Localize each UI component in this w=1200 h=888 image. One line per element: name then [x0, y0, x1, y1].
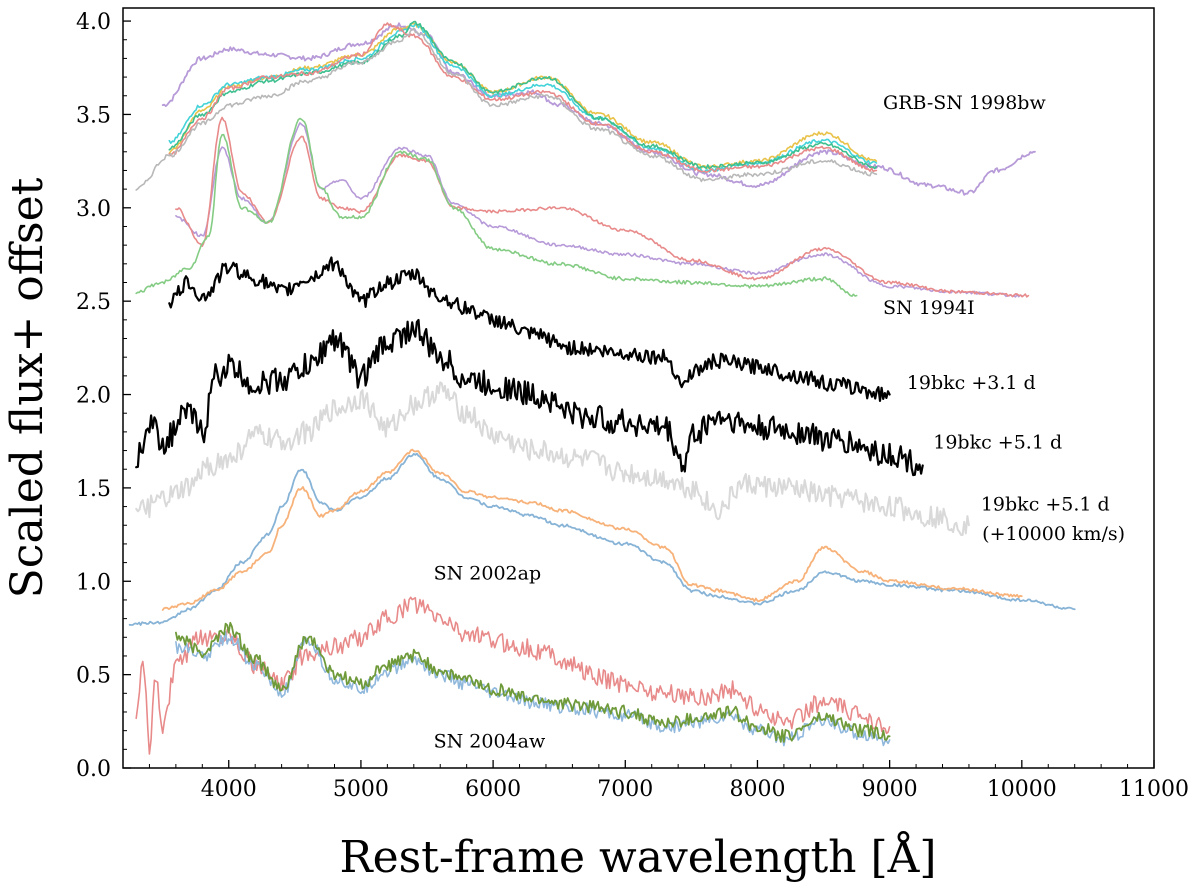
x-axis-title: Rest-frame wavelength [Å]	[339, 830, 936, 883]
spectrum-line-14	[135, 596, 891, 755]
spectrum-line-0	[161, 22, 1036, 196]
spectrum-line-7	[175, 116, 1030, 298]
y-tick-label-1: 0.5	[76, 664, 111, 689]
annotation-7: SN 2004aw	[434, 730, 546, 752]
spectrum-line-4	[168, 22, 878, 173]
annotation-6: SN 2002ap	[434, 562, 542, 584]
tick-layer: 4000 5000 6000 7000 8000 9000 10000 11000 0.0 0.5…	[76, 10, 1189, 802]
spectrum-line-8	[135, 117, 858, 298]
spectrum-line-13	[161, 448, 1023, 611]
annotation-layer: GRB-SN 1998bw SN 1994I 19bkc +3.1 d 19bkc +…	[434, 92, 1125, 753]
spectrum-line-15	[175, 631, 891, 747]
x-tick-label-5: 9000	[862, 777, 918, 802]
spectrum-line-5	[135, 27, 878, 191]
spectrum-line-2	[168, 23, 878, 173]
plot-frame	[122, 7, 1155, 769]
y-tick-label-5: 2.5	[76, 290, 111, 315]
x-tick-label-2: 6000	[465, 777, 521, 802]
y-axis-title: Scaled flux+ offset	[2, 177, 53, 598]
y-tick-label-2: 1.0	[76, 570, 111, 595]
x-tick-label-4: 8000	[729, 777, 785, 802]
spectrum-line-3	[168, 20, 878, 170]
x-tick-label-3: 7000	[597, 777, 653, 802]
y-tick-label-6: 3.0	[76, 197, 111, 222]
y-tick-label-3: 1.5	[76, 477, 111, 502]
annotation-2: 19bkc +3.1 d	[907, 372, 1036, 394]
annotation-0: GRB-SN 1998bw	[883, 92, 1046, 114]
y-tick-label-0: 0.0	[76, 757, 111, 782]
spectrum-line-6	[175, 122, 1023, 298]
series-layer	[128, 20, 1076, 755]
spectrum-line-10	[135, 318, 924, 477]
annotation-5: (+10000 km/s)	[982, 523, 1125, 545]
spectrum-line-9	[168, 256, 891, 402]
y-tick-label-4: 2.0	[76, 384, 111, 409]
spectrum-line-12	[128, 452, 1076, 626]
annotation-1: SN 1994I	[883, 297, 975, 319]
y-tick-label-7: 3.5	[76, 103, 111, 128]
x-tick-label-6: 10000	[987, 777, 1057, 802]
x-tick-label-1: 5000	[333, 777, 389, 802]
annotation-4: 19bkc +5.1 d	[981, 493, 1110, 515]
spectrum-line-16	[174, 621, 891, 743]
x-tick-label-7: 11000	[1119, 777, 1189, 802]
x-tick-label-0: 4000	[201, 777, 257, 802]
annotation-3: 19bkc +5.1 d	[933, 432, 1062, 454]
spectrum-line-11	[135, 381, 970, 536]
y-tick-label-8: 4.0	[76, 10, 111, 35]
